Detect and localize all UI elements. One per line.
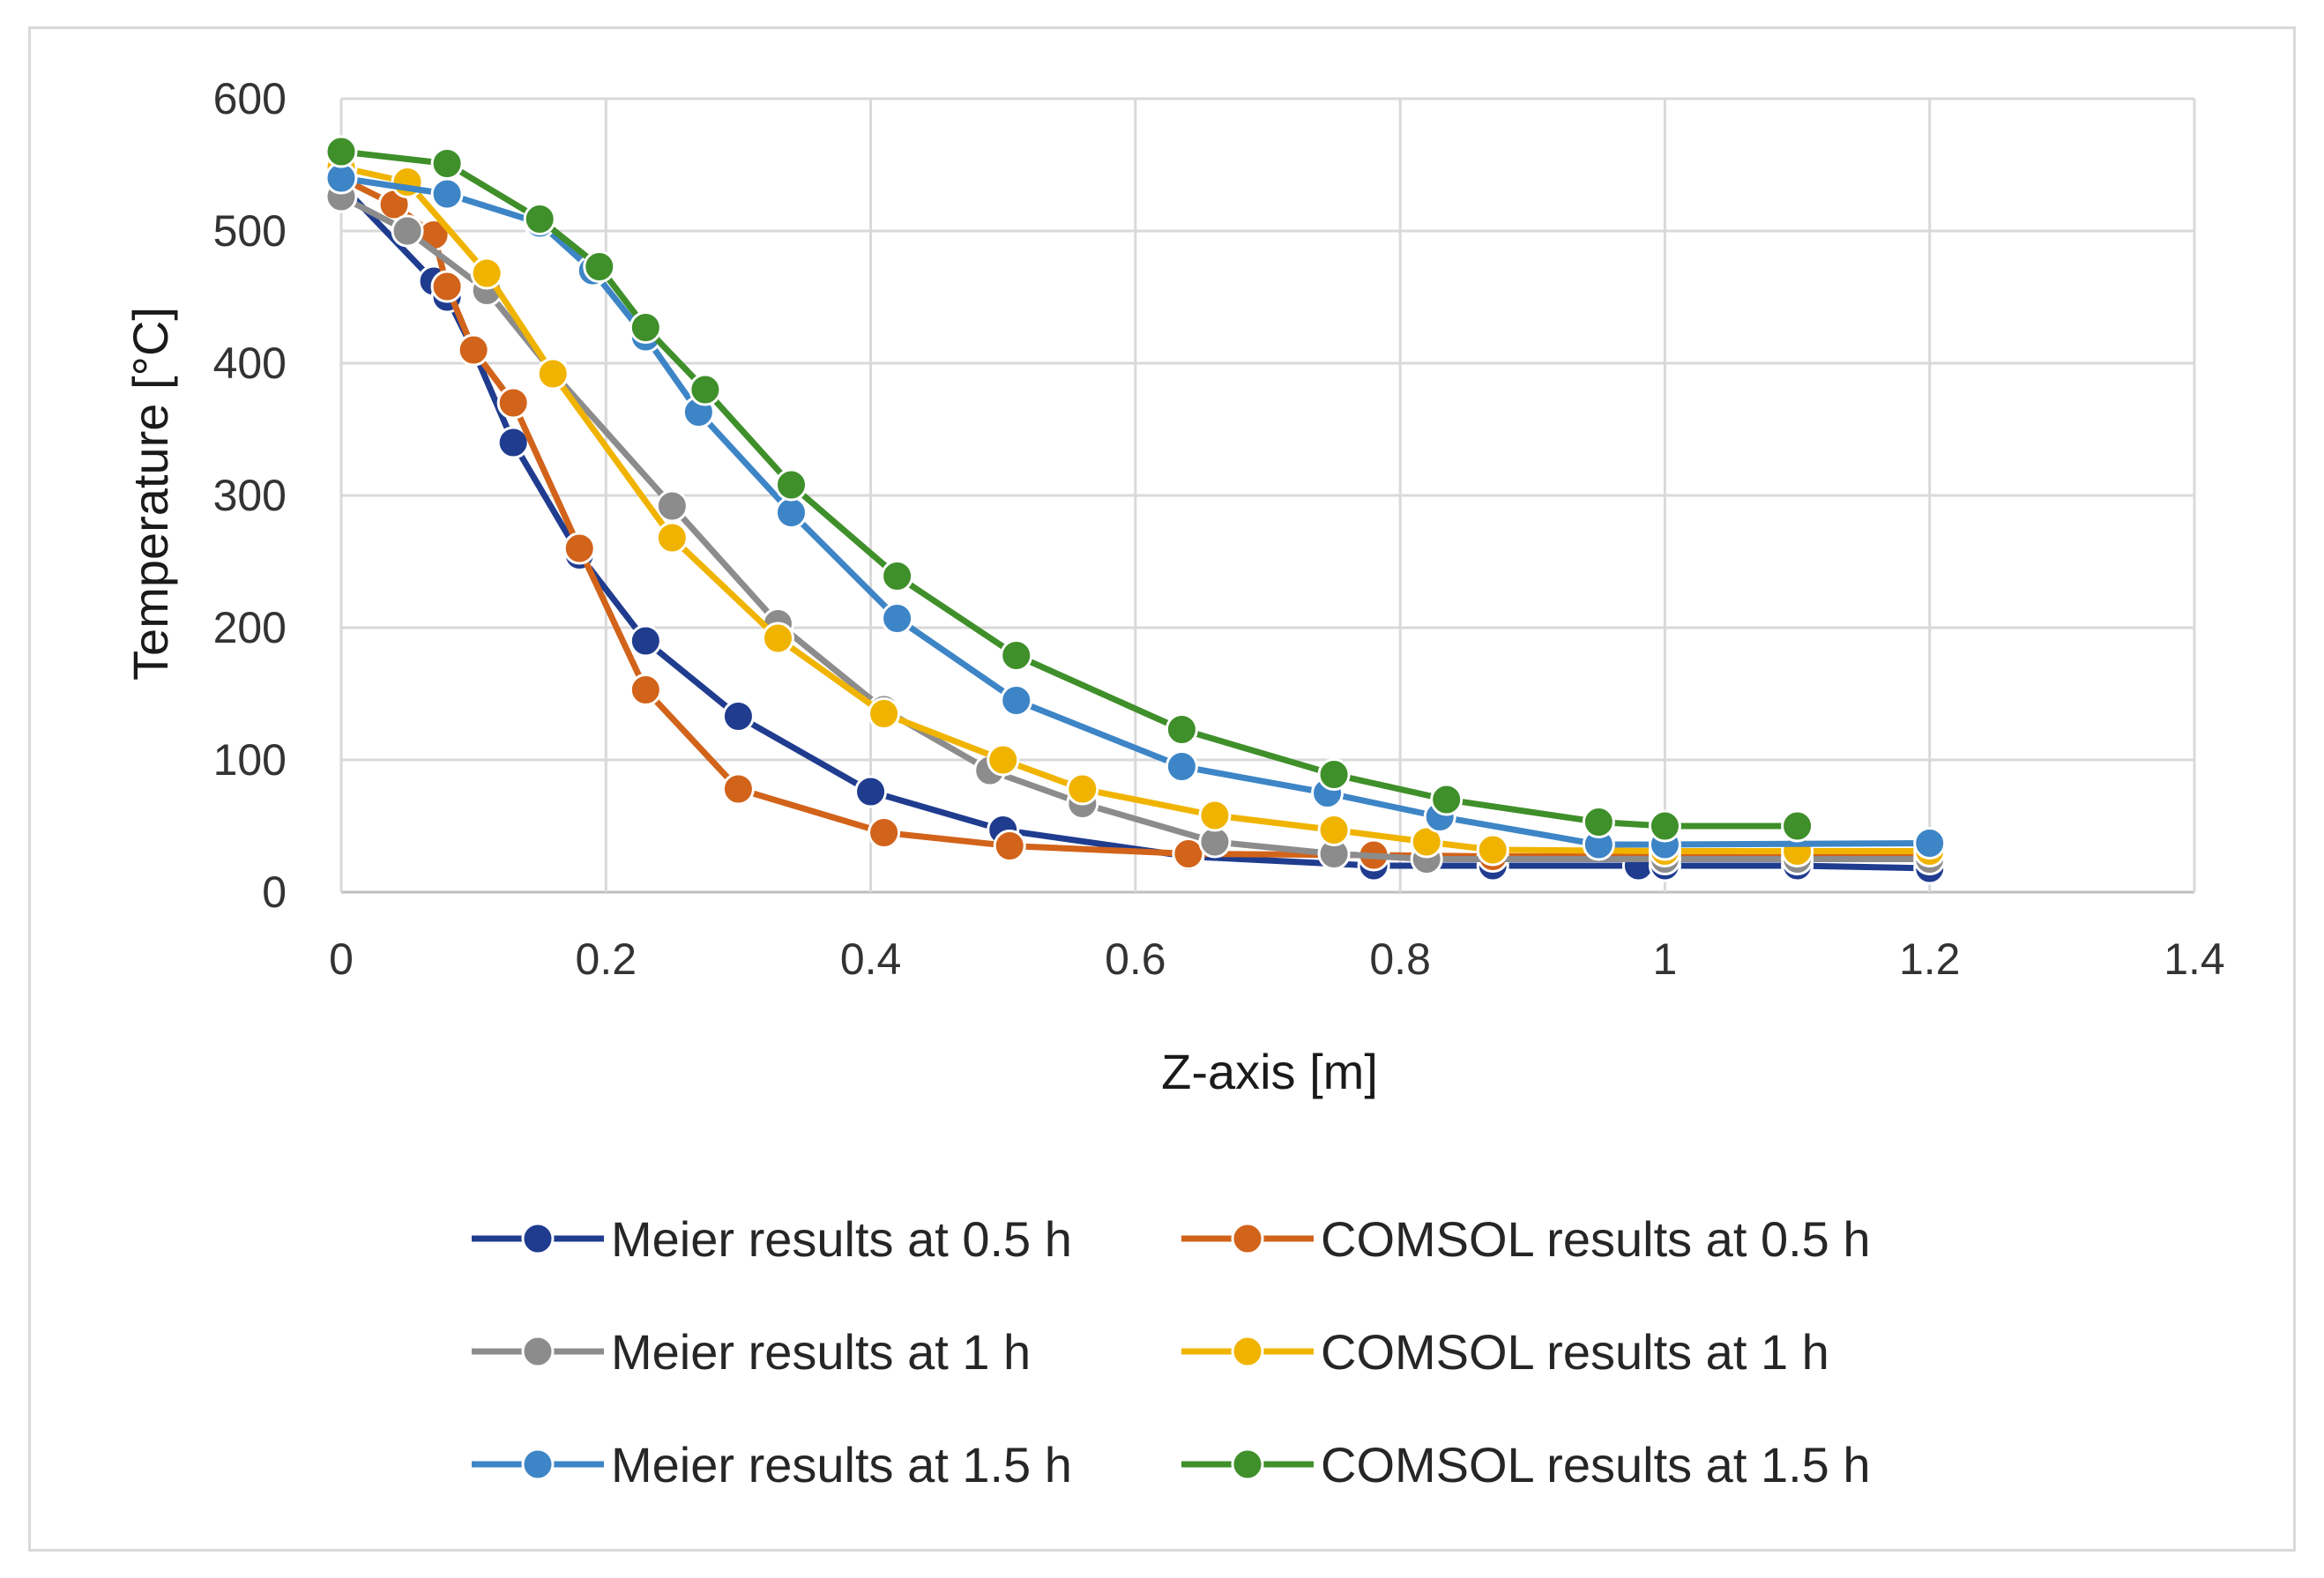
data-point xyxy=(496,386,530,420)
legend-marker xyxy=(1231,1222,1264,1255)
y-tick-label: 300 xyxy=(213,471,287,520)
x-axis-title: Z-axis [m] xyxy=(1161,1044,1378,1099)
series-line xyxy=(340,164,1930,854)
tick-labels: 0 100 200 300 400 500 600 0 0.2 0.4 0.6 0.8 1 1.2 1.4 xyxy=(213,74,2225,984)
data-point xyxy=(655,521,689,555)
x-tick-label: 0.6 xyxy=(1105,934,1166,984)
data-point xyxy=(1781,809,1814,843)
data-point xyxy=(1172,837,1205,870)
legend-marker xyxy=(521,1448,555,1481)
x-tick-label: 1 xyxy=(1653,934,1678,984)
data-point xyxy=(1000,684,1033,717)
data-point xyxy=(629,311,662,344)
data-point xyxy=(1198,799,1232,832)
data-point xyxy=(987,743,1020,777)
legend-label: Meier results at 0.5 h xyxy=(611,1211,1072,1267)
data-point xyxy=(1430,783,1464,816)
x-tick-label: 0 xyxy=(329,934,354,984)
data-point xyxy=(1410,825,1443,859)
legend-item: COMSOL results at 1.5 h xyxy=(1181,1437,1871,1492)
data-point xyxy=(562,532,596,565)
x-tick-label: 0.2 xyxy=(576,934,637,984)
legend-item: COMSOL results at 0.5 h xyxy=(1181,1211,1871,1267)
x-tick-label: 0.8 xyxy=(1369,934,1431,984)
data-point xyxy=(470,257,503,290)
legend-marker xyxy=(521,1222,555,1255)
data-point xyxy=(430,177,464,211)
y-tick-label: 100 xyxy=(213,735,287,785)
series-6 xyxy=(324,135,1814,843)
data-point xyxy=(1066,772,1099,806)
legend-marker xyxy=(1231,1448,1264,1481)
data-point xyxy=(1648,809,1681,843)
data-point xyxy=(457,333,490,367)
data-point xyxy=(868,816,901,849)
legend-label: COMSOL results at 1.5 h xyxy=(1321,1437,1871,1492)
y-tick-label: 0 xyxy=(262,867,287,917)
legend: Meier results at 0.5 h COMSOL results at … xyxy=(472,1211,1871,1492)
y-axis-title: Temperature [°C] xyxy=(123,307,178,681)
legend-item: COMSOL results at 1 h xyxy=(1181,1324,1829,1380)
data-point xyxy=(324,135,358,168)
legend-label: Meier results at 1.5 h xyxy=(611,1437,1072,1492)
legend-marker xyxy=(521,1335,555,1368)
data-point xyxy=(583,250,616,283)
data-point xyxy=(1913,827,1947,860)
data-point xyxy=(1476,833,1509,867)
data-point xyxy=(1582,806,1615,838)
data-point xyxy=(868,697,901,730)
series-layer xyxy=(324,135,1947,885)
y-tick-label: 500 xyxy=(213,206,287,256)
legend-item: Meier results at 0.5 h xyxy=(472,1211,1072,1267)
data-point xyxy=(523,203,556,235)
data-point xyxy=(774,496,808,529)
legend-item: Meier results at 1 h xyxy=(472,1324,1031,1380)
data-point xyxy=(1165,713,1198,746)
data-point xyxy=(721,700,755,733)
x-tick-label: 1.2 xyxy=(1899,934,1961,984)
data-point xyxy=(993,830,1026,862)
data-point xyxy=(1317,758,1351,791)
data-point xyxy=(1000,639,1033,672)
legend-marker xyxy=(1231,1335,1264,1368)
y-tick-label: 400 xyxy=(213,339,287,388)
data-point xyxy=(629,624,662,658)
x-tick-label: 0.4 xyxy=(840,934,902,984)
y-tick-label: 200 xyxy=(213,603,287,652)
legend-label: COMSOL results at 1 h xyxy=(1321,1324,1829,1380)
data-point xyxy=(629,674,662,706)
data-point xyxy=(391,214,424,248)
legend-item: Meier results at 1.5 h xyxy=(472,1437,1072,1492)
data-point xyxy=(854,775,888,808)
data-point xyxy=(655,489,689,523)
data-point xyxy=(1165,750,1198,783)
x-tick-label: 1.4 xyxy=(2164,934,2225,984)
data-point xyxy=(689,373,722,406)
data-point xyxy=(881,602,914,635)
y-tick-label: 600 xyxy=(213,74,287,123)
data-point xyxy=(536,357,570,391)
legend-label: COMSOL results at 0.5 h xyxy=(1321,1211,1871,1267)
grid xyxy=(339,97,2196,894)
data-point xyxy=(430,147,464,180)
data-point xyxy=(1317,814,1351,846)
data-point xyxy=(881,560,914,592)
legend-label: Meier results at 1 h xyxy=(611,1324,1031,1380)
data-point xyxy=(721,772,755,806)
chart-frame xyxy=(28,26,2296,1552)
data-point xyxy=(430,270,464,303)
data-point xyxy=(761,622,794,655)
data-point xyxy=(774,468,808,502)
